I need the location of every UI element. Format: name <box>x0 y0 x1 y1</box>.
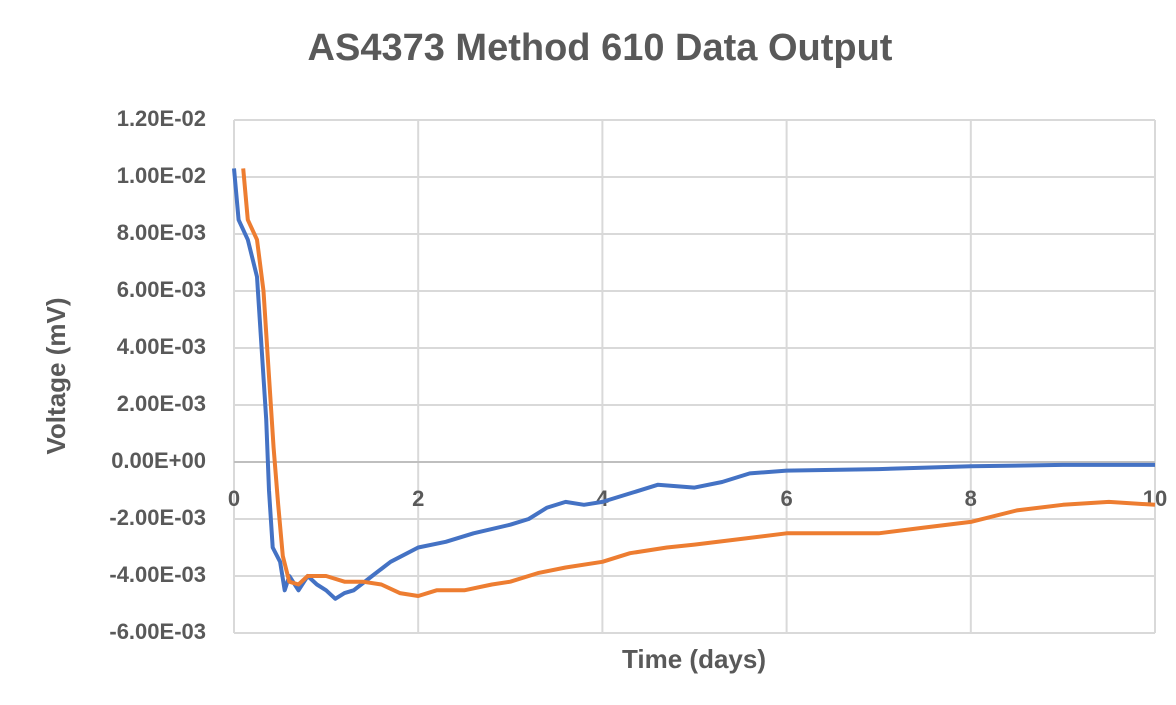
y-tick-label: -6.00E-03 <box>109 619 206 644</box>
x-tick-label: 10 <box>1143 486 1167 511</box>
series-line <box>241 168 1156 598</box>
x-tick-label: 2 <box>412 486 424 511</box>
x-tick-label: 0 <box>228 486 240 511</box>
y-tick-label: 0.00E+00 <box>111 448 206 473</box>
series-line <box>232 168 1155 601</box>
y-tick-label: 4.00E-03 <box>117 334 206 359</box>
y-tick-label: 8.00E-03 <box>117 220 206 245</box>
y-tick-label: 6.00E-03 <box>117 277 206 302</box>
y-tick-label: -2.00E-03 <box>109 505 206 530</box>
y-tick-label: 1.20E-02 <box>117 106 206 131</box>
y-tick-label: -4.00E-03 <box>109 562 206 587</box>
x-axis-title: Time (days) <box>622 644 766 674</box>
x-tick-label: 8 <box>965 486 977 511</box>
x-tick-label: 4 <box>596 486 609 511</box>
x-tick-label: 6 <box>780 486 792 511</box>
y-tick-label: 2.00E-03 <box>117 391 206 416</box>
y-axis-title: Voltage (mV) <box>41 298 71 455</box>
y-tick-label: 1.00E-02 <box>117 163 206 188</box>
chart-title: AS4373 Method 610 Data Output <box>308 27 893 69</box>
